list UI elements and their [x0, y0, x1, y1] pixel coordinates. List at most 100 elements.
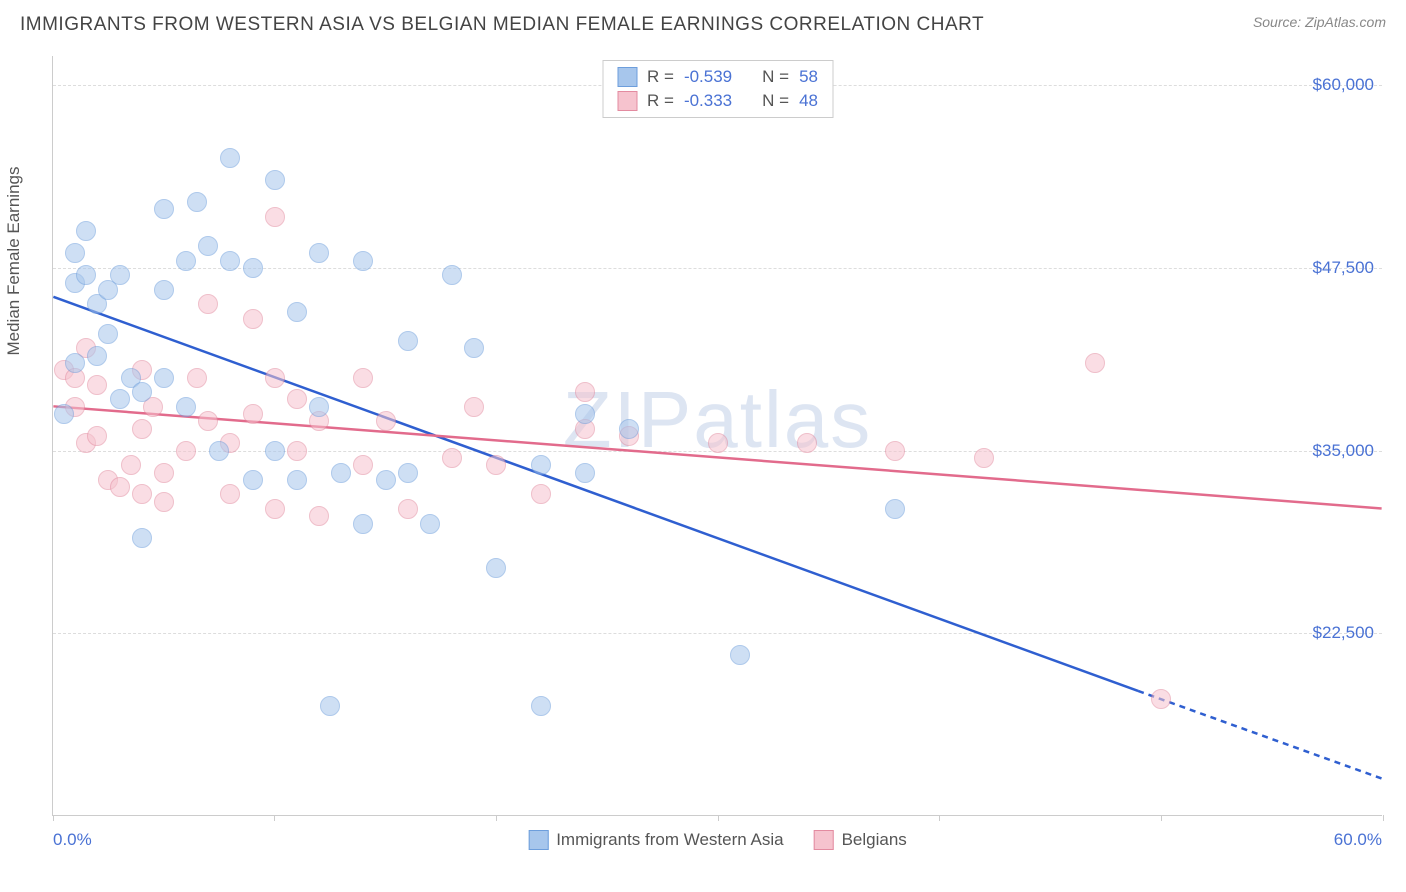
legend-swatch — [617, 67, 637, 87]
scatter-point-b — [287, 389, 307, 409]
scatter-point-a — [154, 199, 174, 219]
scatter-point-a — [309, 397, 329, 417]
scatter-point-b — [885, 441, 905, 461]
scatter-point-b — [220, 484, 240, 504]
scatter-point-b — [132, 419, 152, 439]
scatter-point-b — [974, 448, 994, 468]
legend-series: Immigrants from Western Asia Belgians — [528, 830, 907, 850]
scatter-point-a — [176, 251, 196, 271]
scatter-point-b — [442, 448, 462, 468]
scatter-point-a — [353, 251, 373, 271]
scatter-point-b — [353, 368, 373, 388]
scatter-point-a — [353, 514, 373, 534]
x-tick — [496, 815, 497, 821]
scatter-point-a — [575, 463, 595, 483]
scatter-point-b — [87, 375, 107, 395]
scatter-point-b — [176, 441, 196, 461]
x-tick — [718, 815, 719, 821]
scatter-point-a — [619, 419, 639, 439]
scatter-point-a — [320, 696, 340, 716]
scatter-point-b — [486, 455, 506, 475]
scatter-point-a — [76, 221, 96, 241]
scatter-point-a — [65, 243, 85, 263]
n-label: N = — [762, 67, 789, 87]
scatter-point-b — [243, 404, 263, 424]
legend-row: R =-0.539N =58 — [613, 65, 822, 89]
scatter-point-b — [154, 463, 174, 483]
source-label: Source: ZipAtlas.com — [1253, 14, 1386, 30]
scatter-point-a — [65, 353, 85, 373]
scatter-point-b — [265, 499, 285, 519]
scatter-point-a — [110, 389, 130, 409]
scatter-point-a — [398, 463, 418, 483]
scatter-point-a — [531, 696, 551, 716]
n-value: 48 — [799, 91, 818, 111]
scatter-point-a — [331, 463, 351, 483]
scatter-point-b — [398, 499, 418, 519]
scatter-point-b — [575, 382, 595, 402]
scatter-point-a — [287, 302, 307, 322]
scatter-point-b — [708, 433, 728, 453]
scatter-point-a — [176, 397, 196, 417]
legend-item: Belgians — [814, 830, 907, 850]
scatter-point-b — [154, 492, 174, 512]
scatter-point-a — [98, 324, 118, 344]
scatter-point-b — [132, 484, 152, 504]
scatter-point-b — [110, 477, 130, 497]
legend-correlation: R =-0.539N =58R =-0.333N =48 — [602, 60, 833, 118]
r-label: R = — [647, 67, 674, 87]
scatter-point-a — [154, 280, 174, 300]
scatter-point-a — [132, 382, 152, 402]
legend-swatch — [617, 91, 637, 111]
scatter-point-b — [198, 294, 218, 314]
scatter-point-a — [187, 192, 207, 212]
scatter-point-a — [464, 338, 484, 358]
n-value: 58 — [799, 67, 818, 87]
scatter-point-b — [287, 441, 307, 461]
scatter-point-a — [885, 499, 905, 519]
scatter-point-a — [220, 148, 240, 168]
scatter-point-b — [187, 368, 207, 388]
x-tick — [1383, 815, 1384, 821]
scatter-point-b — [87, 426, 107, 446]
scatter-point-a — [198, 236, 218, 256]
y-axis-label: Median Female Earnings — [4, 167, 24, 356]
scatter-point-b — [376, 411, 396, 431]
scatter-point-a — [730, 645, 750, 665]
x-label-max: 60.0% — [1334, 830, 1382, 850]
legend-row: R = -0.333 N = 48 — [613, 89, 822, 113]
scatter-point-b — [121, 455, 141, 475]
legend-swatch — [528, 830, 548, 850]
legend-label: Belgians — [842, 830, 907, 850]
scatter-point-b — [309, 506, 329, 526]
scatter-point-a — [220, 251, 240, 271]
scatter-point-b — [797, 433, 817, 453]
scatter-point-b — [198, 411, 218, 431]
scatter-point-a — [243, 258, 263, 278]
scatter-point-a — [132, 528, 152, 548]
scatter-point-a — [54, 404, 74, 424]
scatter-point-b — [265, 207, 285, 227]
scatter-point-a — [154, 368, 174, 388]
scatter-point-a — [265, 170, 285, 190]
x-tick — [274, 815, 275, 821]
scatter-point-a — [265, 441, 285, 461]
scatter-point-b — [265, 368, 285, 388]
scatter-point-a — [76, 265, 96, 285]
r-label: R = — [647, 91, 674, 111]
scatter-point-a — [243, 470, 263, 490]
scatter-point-b — [1085, 353, 1105, 373]
scatter-point-a — [442, 265, 462, 285]
scatter-point-b — [243, 309, 263, 329]
scatter-point-b — [464, 397, 484, 417]
legend-label: Immigrants from Western Asia — [556, 830, 783, 850]
scatter-point-a — [287, 470, 307, 490]
n-label: N = — [762, 91, 789, 111]
x-tick — [53, 815, 54, 821]
scatter-point-a — [209, 441, 229, 461]
x-label-min: 0.0% — [53, 830, 92, 850]
r-value: -0.333 — [684, 91, 732, 111]
scatter-point-a — [575, 404, 595, 424]
scatter-point-a — [87, 346, 107, 366]
scatter-point-b — [353, 455, 373, 475]
